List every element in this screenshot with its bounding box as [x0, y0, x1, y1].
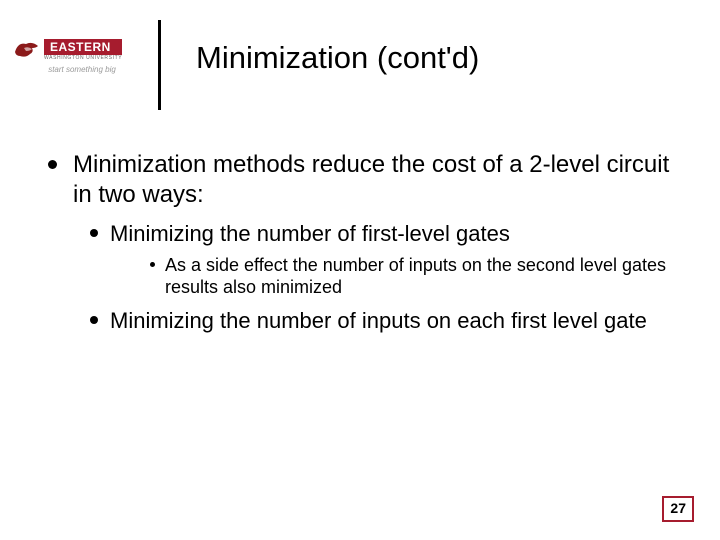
level2-text: Minimizing the number of first-level gat…: [110, 220, 510, 248]
bullet-dot: [90, 229, 98, 237]
eagle-icon: [12, 38, 40, 62]
level2-text: Minimizing the number of inputs on each …: [110, 307, 647, 335]
slide-title: Minimization (cont'd): [196, 40, 479, 76]
bullet-level2: Minimizing the number of inputs on each …: [90, 307, 672, 335]
level3-text: As a side effect the number of inputs on…: [165, 254, 672, 299]
slide-content: Minimization methods reduce the cost of …: [48, 150, 672, 334]
level1-text: Minimization methods reduce the cost of …: [73, 150, 672, 210]
level2-group: Minimizing the number of first-level gat…: [90, 220, 672, 334]
logo-name: EASTERN: [44, 39, 122, 55]
page-number: 27: [670, 500, 686, 516]
bullet-level2: Minimizing the number of first-level gat…: [90, 220, 672, 248]
level3-group: As a side effect the number of inputs on…: [150, 254, 672, 299]
logo-subtext: WASHINGTON UNIVERSITY: [44, 56, 122, 61]
bullet-level3: As a side effect the number of inputs on…: [150, 254, 672, 299]
bullet-dot: [48, 160, 57, 169]
bullet-dot: [90, 316, 98, 324]
bullet-dot: [150, 262, 155, 267]
logo-tagline: start something big: [12, 65, 152, 74]
page-number-box: 27: [662, 496, 694, 522]
title-divider: [158, 20, 161, 110]
bullet-level1: Minimization methods reduce the cost of …: [48, 150, 672, 210]
university-logo: EASTERN WASHINGTON UNIVERSITY start some…: [12, 38, 152, 94]
